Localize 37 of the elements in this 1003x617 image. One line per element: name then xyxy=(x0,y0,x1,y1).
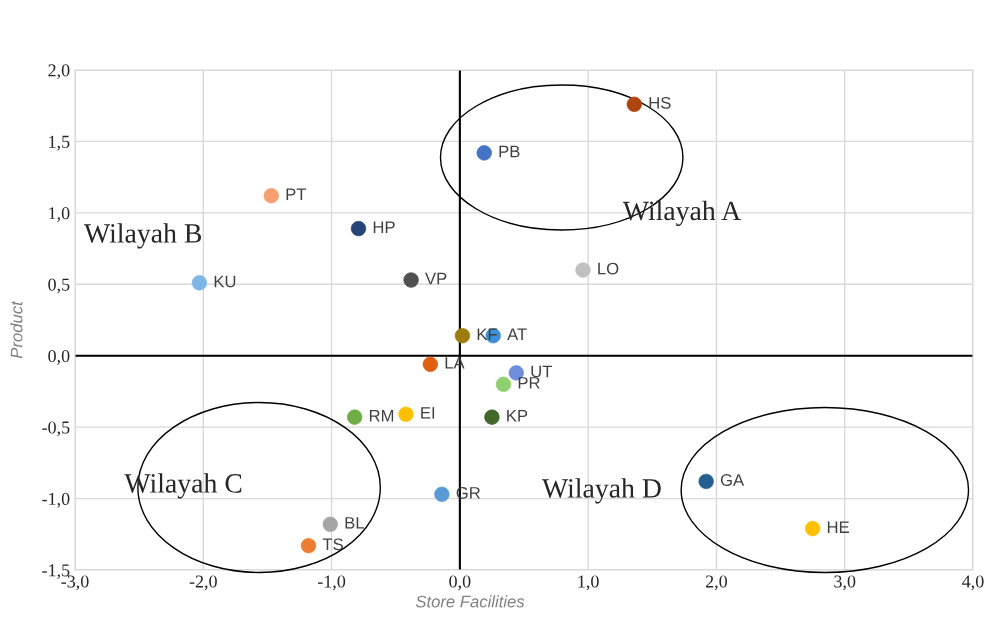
x-tick-label: 3,0 xyxy=(834,575,856,591)
x-tick-label: 0,0 xyxy=(449,575,471,591)
series-label: LO xyxy=(598,262,619,275)
series-label: HE xyxy=(827,521,849,533)
x-tick-label: 1,0 xyxy=(578,575,599,591)
annotation: Wilayah B xyxy=(84,223,202,249)
y-axis-title: Product xyxy=(10,300,23,359)
series-label: EI xyxy=(421,407,435,419)
y-tick-label: -1,0 xyxy=(42,492,70,508)
annotation: Wilayah D xyxy=(541,478,661,504)
x-tick-label: -2,0 xyxy=(189,575,217,591)
series-label: PR xyxy=(518,377,540,389)
series-label: TS xyxy=(322,538,343,551)
y-tick-label: -0,5 xyxy=(42,421,70,437)
series-label: AT xyxy=(507,328,527,341)
y-tick-label: 2,0 xyxy=(48,64,70,80)
series-label: PT xyxy=(286,188,307,201)
series-label: UT xyxy=(531,365,553,378)
point xyxy=(805,520,821,537)
x-tick-label: 2,0 xyxy=(705,575,728,591)
x-tick-label: -1,0 xyxy=(317,575,346,591)
series-label: KU xyxy=(214,275,236,288)
point xyxy=(347,409,363,425)
series-label: PB xyxy=(499,145,520,158)
x-tick-label: 4,0 xyxy=(962,575,984,591)
y-tick-label: 0,0 xyxy=(48,349,70,365)
series-label: BL xyxy=(345,517,365,529)
series-label: VP xyxy=(425,272,447,285)
y-tick-label: 0,5 xyxy=(48,278,70,294)
series-label: HP xyxy=(373,221,395,233)
y-tick-label: 1,0 xyxy=(49,207,70,222)
series-label: GA xyxy=(720,474,745,486)
x-axis-title: Store Facilities xyxy=(415,595,525,608)
y-tick-label: 1,5 xyxy=(49,135,70,151)
series-label: KP xyxy=(507,409,528,422)
series-label: HS xyxy=(649,96,671,109)
series-label: RM xyxy=(369,409,394,422)
